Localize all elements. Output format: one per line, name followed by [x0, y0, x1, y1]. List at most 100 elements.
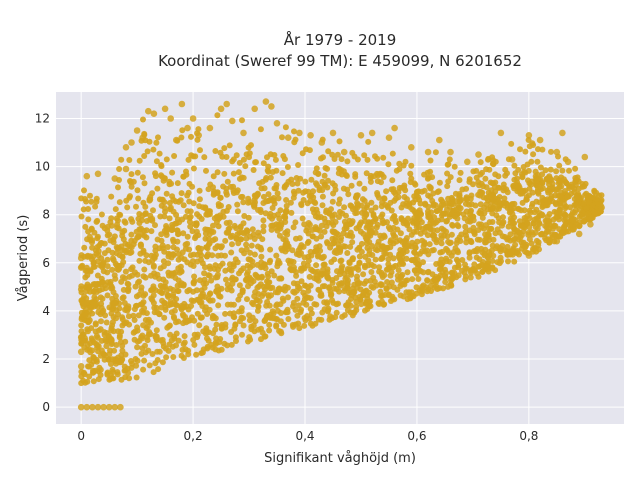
data-point: [436, 136, 443, 144]
data-point: [282, 248, 289, 255]
data-point: [381, 195, 388, 202]
data-point: [142, 203, 149, 210]
data-point: [494, 226, 501, 233]
data-point: [175, 256, 182, 263]
data-point: [119, 295, 126, 302]
data-point: [240, 199, 247, 206]
data-point: [122, 144, 130, 151]
data-point: [534, 158, 541, 165]
data-point: [78, 297, 85, 304]
data-point: [470, 168, 477, 175]
data-point: [170, 354, 177, 360]
data-point: [348, 295, 354, 302]
data-point: [289, 247, 296, 254]
data-point: [132, 283, 139, 290]
data-point: [251, 196, 258, 203]
data-point: [264, 154, 270, 161]
x-axis-ticks: 0 0,2 0,4 0,6 0,8: [77, 429, 538, 443]
data-point: [117, 403, 124, 411]
data-point: [333, 275, 340, 281]
data-point: [279, 295, 286, 302]
data-point: [98, 318, 104, 325]
data-point: [137, 241, 144, 248]
data-point: [466, 178, 473, 185]
data-point: [478, 180, 485, 187]
data-point: [93, 332, 100, 339]
data-point: [380, 301, 387, 308]
data-point: [344, 250, 351, 256]
data-point: [84, 378, 91, 385]
data-point: [283, 202, 290, 209]
data-point: [250, 301, 257, 308]
data-point: [358, 301, 365, 308]
data-point: [573, 221, 580, 228]
data-point: [240, 322, 247, 329]
data-point: [317, 272, 324, 279]
data-point: [194, 310, 201, 317]
data-point: [284, 284, 291, 291]
data-point: [151, 253, 158, 260]
data-point: [111, 347, 118, 354]
data-point: [363, 224, 370, 231]
data-point: [424, 169, 431, 176]
data-point: [161, 227, 168, 234]
data-point: [539, 171, 546, 178]
data-point: [529, 231, 536, 238]
data-point: [354, 200, 361, 206]
data-point: [402, 158, 409, 165]
data-point: [82, 312, 89, 319]
data-point: [290, 288, 297, 295]
data-point: [575, 230, 583, 238]
data-point: [240, 156, 247, 163]
data-point: [307, 320, 314, 327]
data-point: [399, 239, 406, 245]
data-point: [308, 252, 315, 259]
data-point: [404, 196, 410, 203]
data-point: [289, 181, 296, 187]
data-point: [253, 159, 259, 166]
data-point: [472, 202, 479, 209]
data-point: [302, 178, 309, 185]
data-point: [140, 116, 146, 123]
data-point: [411, 242, 418, 249]
data-point: [369, 252, 376, 258]
data-point: [472, 267, 478, 274]
data-point: [486, 166, 493, 173]
data-point: [100, 403, 107, 411]
data-point: [380, 243, 387, 250]
data-point: [136, 157, 143, 164]
data-point: [404, 243, 411, 250]
data-point: [326, 210, 333, 217]
data-point: [90, 260, 97, 267]
data-point: [157, 213, 164, 220]
data-point: [190, 337, 197, 343]
data-point: [545, 228, 552, 235]
data-point: [321, 261, 328, 268]
data-point: [393, 167, 400, 174]
data-point: [516, 218, 523, 225]
data-point: [364, 156, 371, 163]
data-point: [454, 237, 461, 243]
data-point: [592, 189, 600, 197]
data-point: [153, 327, 160, 334]
data-point: [467, 274, 474, 281]
data-point: [397, 257, 404, 263]
data-point: [113, 215, 120, 222]
data-point: [365, 138, 372, 145]
data-point: [152, 170, 159, 177]
data-point: [229, 241, 235, 248]
data-point: [572, 178, 579, 185]
data-points: [77, 98, 605, 411]
data-point: [293, 269, 299, 275]
data-point: [136, 211, 143, 217]
data-point: [535, 216, 541, 223]
data-point: [294, 280, 301, 287]
data-point: [291, 139, 298, 146]
data-point: [309, 233, 316, 240]
data-point: [135, 233, 142, 240]
data-point: [182, 245, 189, 252]
data-point: [109, 322, 116, 329]
data-point: [119, 322, 126, 329]
data-point: [501, 184, 507, 191]
data-point: [569, 183, 576, 190]
